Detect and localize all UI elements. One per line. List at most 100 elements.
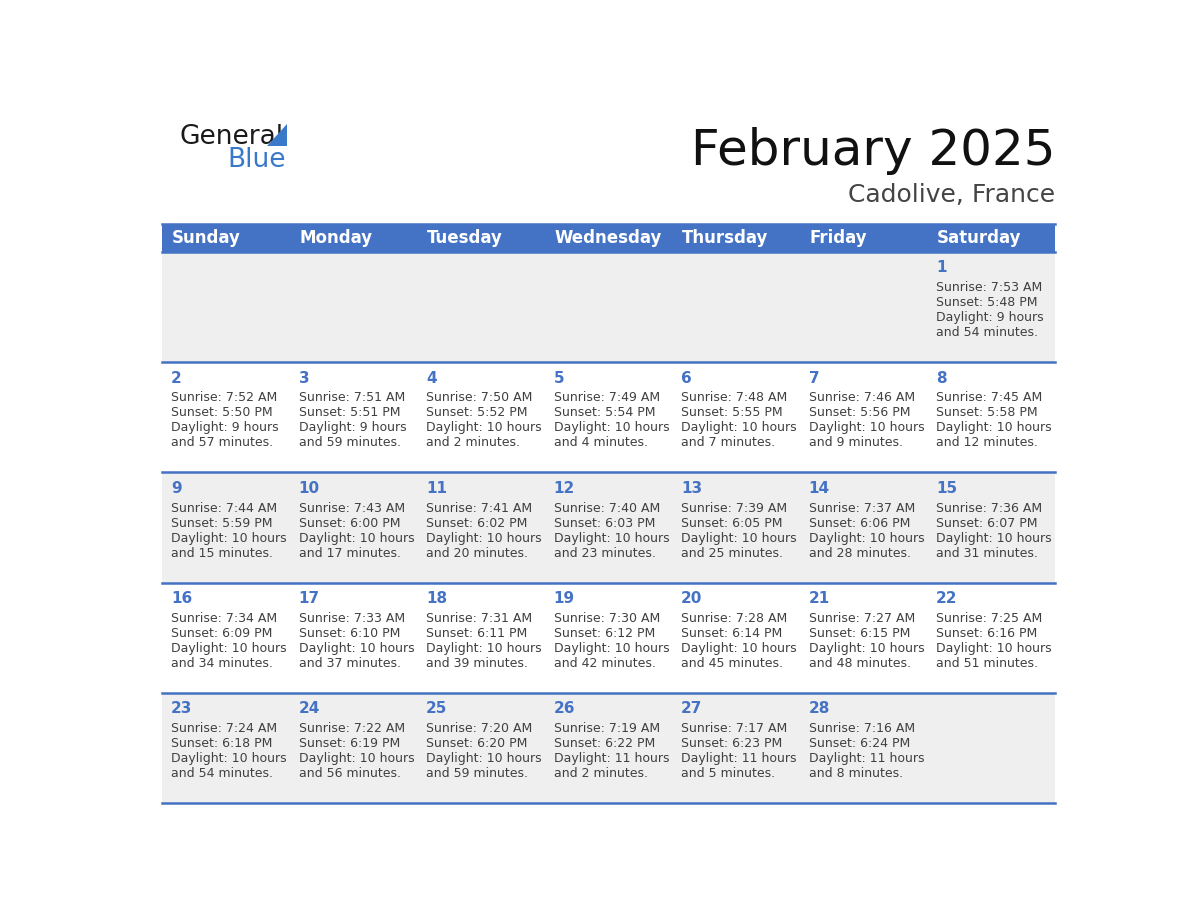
Text: Daylight: 11 hours: Daylight: 11 hours [681,752,797,766]
Text: Sunset: 6:07 PM: Sunset: 6:07 PM [936,517,1038,530]
Text: and 51 minutes.: and 51 minutes. [936,657,1038,670]
Text: Sunset: 6:02 PM: Sunset: 6:02 PM [426,517,527,530]
Text: Daylight: 10 hours: Daylight: 10 hours [426,642,542,655]
Text: Sunset: 5:58 PM: Sunset: 5:58 PM [936,407,1038,420]
Text: General: General [179,124,284,150]
Bar [163,583,1055,693]
Text: Sunset: 5:48 PM: Sunset: 5:48 PM [936,297,1038,309]
Text: Sunrise: 7:24 AM: Sunrise: 7:24 AM [171,722,277,735]
Text: 16: 16 [171,591,192,606]
Text: Sunrise: 7:33 AM: Sunrise: 7:33 AM [298,612,405,625]
Text: and 39 minutes.: and 39 minutes. [426,657,527,670]
Text: 13: 13 [681,481,702,496]
Text: Daylight: 10 hours: Daylight: 10 hours [809,532,924,544]
Text: Sunset: 6:23 PM: Sunset: 6:23 PM [681,737,783,750]
Text: and 2 minutes.: and 2 minutes. [554,767,647,780]
Text: Wednesday: Wednesday [555,229,662,247]
Text: Sunset: 6:18 PM: Sunset: 6:18 PM [171,737,272,750]
Text: Thursday: Thursday [682,229,769,247]
Text: Sunset: 5:56 PM: Sunset: 5:56 PM [809,407,910,420]
Text: Sunset: 5:50 PM: Sunset: 5:50 PM [171,407,272,420]
Text: Sunrise: 7:51 AM: Sunrise: 7:51 AM [298,391,405,404]
Text: 17: 17 [298,591,320,606]
Text: Sunrise: 7:30 AM: Sunrise: 7:30 AM [554,612,659,625]
Text: Daylight: 11 hours: Daylight: 11 hours [809,752,924,766]
Text: 6: 6 [681,371,691,386]
Text: Sunrise: 7:25 AM: Sunrise: 7:25 AM [936,612,1043,625]
Text: 1: 1 [936,261,947,275]
Text: 18: 18 [426,591,447,606]
Text: and 54 minutes.: and 54 minutes. [171,767,273,780]
Bar [163,473,1055,583]
Text: 9: 9 [171,481,182,496]
Text: Daylight: 10 hours: Daylight: 10 hours [554,642,669,655]
Text: Sunset: 6:09 PM: Sunset: 6:09 PM [171,627,272,640]
Text: Sunrise: 7:36 AM: Sunrise: 7:36 AM [936,501,1042,515]
Text: Sunset: 6:06 PM: Sunset: 6:06 PM [809,517,910,530]
Text: 15: 15 [936,481,958,496]
Text: Sunrise: 7:43 AM: Sunrise: 7:43 AM [298,501,405,515]
Text: Daylight: 10 hours: Daylight: 10 hours [426,752,542,766]
Text: Sunrise: 7:48 AM: Sunrise: 7:48 AM [681,391,788,404]
Text: Sunrise: 7:44 AM: Sunrise: 7:44 AM [171,501,277,515]
Text: Daylight: 10 hours: Daylight: 10 hours [426,421,542,434]
Text: and 5 minutes.: and 5 minutes. [681,767,776,780]
Bar [163,693,1055,803]
Text: 24: 24 [298,701,320,716]
Text: 11: 11 [426,481,447,496]
Text: and 59 minutes.: and 59 minutes. [426,767,527,780]
Text: Daylight: 9 hours: Daylight: 9 hours [936,311,1044,324]
Text: 8: 8 [936,371,947,386]
Text: Sunrise: 7:41 AM: Sunrise: 7:41 AM [426,501,532,515]
Text: Sunset: 5:51 PM: Sunset: 5:51 PM [298,407,400,420]
Text: Daylight: 11 hours: Daylight: 11 hours [554,752,669,766]
Text: Sunrise: 7:46 AM: Sunrise: 7:46 AM [809,391,915,404]
Text: Sunset: 6:16 PM: Sunset: 6:16 PM [936,627,1037,640]
Text: Blue: Blue [228,147,286,174]
Text: Daylight: 10 hours: Daylight: 10 hours [298,532,415,544]
Text: and 54 minutes.: and 54 minutes. [936,326,1038,339]
Text: 5: 5 [554,371,564,386]
Text: 28: 28 [809,701,830,716]
Text: Sunset: 6:05 PM: Sunset: 6:05 PM [681,517,783,530]
Text: Daylight: 10 hours: Daylight: 10 hours [171,752,286,766]
Text: and 2 minutes.: and 2 minutes. [426,436,520,450]
Text: and 7 minutes.: and 7 minutes. [681,436,776,450]
Text: Friday: Friday [809,229,867,247]
Text: Sunset: 6:24 PM: Sunset: 6:24 PM [809,737,910,750]
Text: 20: 20 [681,591,702,606]
Text: and 4 minutes.: and 4 minutes. [554,436,647,450]
Text: Sunrise: 7:45 AM: Sunrise: 7:45 AM [936,391,1043,404]
Text: 12: 12 [554,481,575,496]
Text: Daylight: 10 hours: Daylight: 10 hours [681,642,797,655]
Text: Sunrise: 7:28 AM: Sunrise: 7:28 AM [681,612,788,625]
Text: Daylight: 10 hours: Daylight: 10 hours [171,642,286,655]
Text: Sunrise: 7:20 AM: Sunrise: 7:20 AM [426,722,532,735]
Text: Sunset: 5:59 PM: Sunset: 5:59 PM [171,517,272,530]
Text: Daylight: 10 hours: Daylight: 10 hours [426,532,542,544]
Text: 27: 27 [681,701,702,716]
Text: 23: 23 [171,701,192,716]
Text: and 15 minutes.: and 15 minutes. [171,547,273,560]
Text: 19: 19 [554,591,575,606]
Text: Daylight: 10 hours: Daylight: 10 hours [936,421,1051,434]
Text: Sunrise: 7:52 AM: Sunrise: 7:52 AM [171,391,277,404]
Text: Cadolive, France: Cadolive, France [848,184,1055,207]
Text: Daylight: 10 hours: Daylight: 10 hours [554,421,669,434]
Text: and 59 minutes.: and 59 minutes. [298,436,400,450]
Text: Sunset: 6:19 PM: Sunset: 6:19 PM [298,737,400,750]
Text: 7: 7 [809,371,820,386]
Text: Sunset: 6:03 PM: Sunset: 6:03 PM [554,517,655,530]
Text: Daylight: 10 hours: Daylight: 10 hours [809,642,924,655]
Text: Daylight: 10 hours: Daylight: 10 hours [681,421,797,434]
Text: Daylight: 10 hours: Daylight: 10 hours [554,532,669,544]
Text: Daylight: 10 hours: Daylight: 10 hours [298,642,415,655]
Text: Saturday: Saturday [937,229,1022,247]
Text: 2: 2 [171,371,182,386]
Text: Sunrise: 7:17 AM: Sunrise: 7:17 AM [681,722,788,735]
Text: and 12 minutes.: and 12 minutes. [936,436,1038,450]
Text: Sunrise: 7:49 AM: Sunrise: 7:49 AM [554,391,659,404]
Text: Sunrise: 7:22 AM: Sunrise: 7:22 AM [298,722,405,735]
Text: Sunrise: 7:40 AM: Sunrise: 7:40 AM [554,501,659,515]
Text: Daylight: 10 hours: Daylight: 10 hours [809,421,924,434]
